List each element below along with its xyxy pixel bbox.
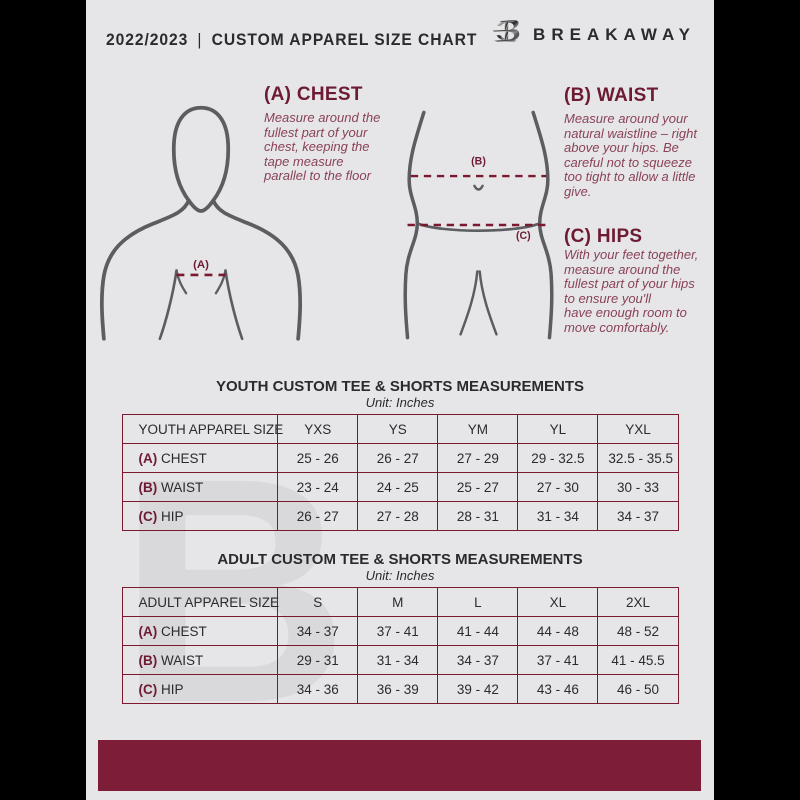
svg-text:(A): (A)	[193, 259, 209, 271]
svg-text:(C): (C)	[516, 230, 531, 242]
svg-text:(B): (B)	[471, 156, 486, 168]
